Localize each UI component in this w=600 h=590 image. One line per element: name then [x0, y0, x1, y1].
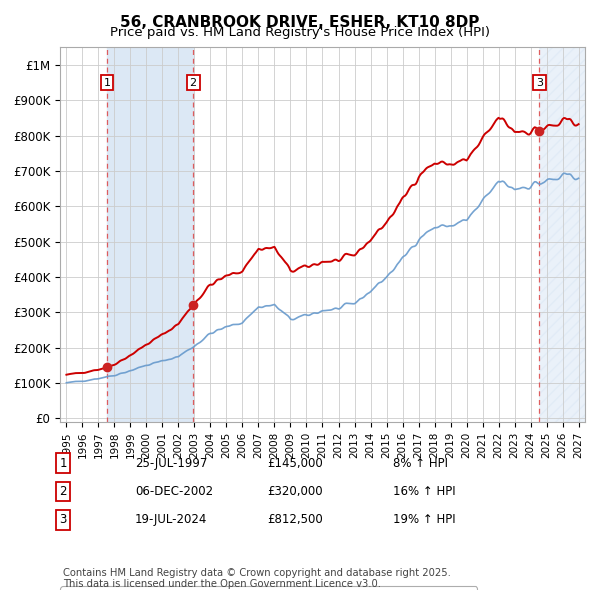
Text: Price paid vs. HM Land Registry's House Price Index (HPI): Price paid vs. HM Land Registry's House … [110, 26, 490, 39]
Text: 06-DEC-2002: 06-DEC-2002 [135, 485, 213, 498]
Text: Contains HM Land Registry data © Crown copyright and database right 2025.
This d: Contains HM Land Registry data © Crown c… [63, 568, 451, 589]
Text: £320,000: £320,000 [267, 485, 323, 498]
Bar [539, 47, 585, 422]
Text: 1: 1 [59, 457, 67, 470]
Text: 3: 3 [59, 513, 67, 526]
Text: 3: 3 [536, 77, 543, 87]
Text: 2: 2 [59, 485, 67, 498]
Bar [107, 47, 193, 422]
Text: 16% ↑ HPI: 16% ↑ HPI [393, 485, 455, 498]
Text: 19-JUL-2024: 19-JUL-2024 [135, 513, 208, 526]
Text: £145,000: £145,000 [267, 457, 323, 470]
Text: £812,500: £812,500 [267, 513, 323, 526]
Text: 8% ↑ HPI: 8% ↑ HPI [393, 457, 448, 470]
Text: 19% ↑ HPI: 19% ↑ HPI [393, 513, 455, 526]
Text: 2: 2 [190, 77, 197, 87]
Text: 56, CRANBROOK DRIVE, ESHER, KT10 8DP: 56, CRANBROOK DRIVE, ESHER, KT10 8DP [121, 15, 479, 30]
Text: 1: 1 [104, 77, 111, 87]
Legend: 56, CRANBROOK DRIVE, ESHER, KT10 8DP (semi-detached house), HPI: Average price, : 56, CRANBROOK DRIVE, ESHER, KT10 8DP (se… [61, 586, 477, 590]
Text: 25-JUL-1997: 25-JUL-1997 [135, 457, 208, 470]
